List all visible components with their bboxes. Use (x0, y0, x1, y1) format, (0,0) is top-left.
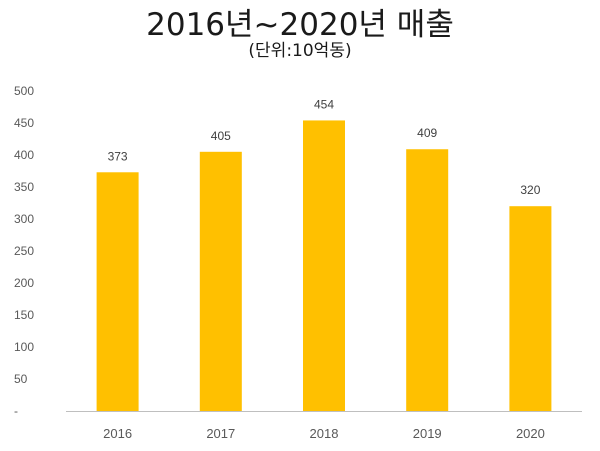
data-label-2017: 405 (211, 129, 231, 143)
y-tick-label: 450 (14, 116, 34, 130)
y-tick-label: 350 (14, 180, 34, 194)
data-label-2019: 409 (417, 126, 437, 140)
x-tick-label: 2016 (103, 426, 132, 441)
bar-2020 (509, 206, 552, 411)
x-axis-ticks: 2016 2017 2018 2019 2020 (103, 426, 545, 441)
bar-series (96, 120, 552, 412)
y-tick-label: 300 (14, 212, 34, 226)
chart-title: 2016년~2020년 매출 (146, 7, 454, 43)
x-tick-label: 2018 (310, 426, 339, 441)
bar-2016 (96, 172, 139, 411)
y-tick-label: 200 (14, 276, 34, 290)
data-label-2020: 320 (520, 183, 540, 197)
data-label-2018: 454 (314, 97, 334, 111)
data-label-2016: 373 (108, 149, 128, 163)
chart-subtitle: (단위:10억동) (248, 41, 352, 61)
bar-2019 (406, 149, 449, 412)
y-tick-label: 250 (14, 244, 34, 258)
x-tick-label: 2017 (206, 426, 235, 441)
bar-2017 (199, 151, 242, 412)
y-tick-label: 100 (14, 340, 34, 354)
y-tick-label: - (14, 404, 18, 418)
bar-2018 (303, 120, 345, 411)
data-labels: 373 405 454 409 320 (108, 97, 541, 197)
y-tick-label: 400 (14, 148, 34, 162)
y-tick-label: 150 (14, 308, 34, 322)
y-tick-label: 50 (14, 372, 28, 386)
y-tick-label: 500 (14, 84, 34, 98)
y-axis-ticks: - 50 100 150 200 250 300 350 400 450 500 (14, 84, 34, 418)
x-tick-label: 2019 (413, 426, 442, 441)
x-tick-label: 2020 (516, 426, 545, 441)
